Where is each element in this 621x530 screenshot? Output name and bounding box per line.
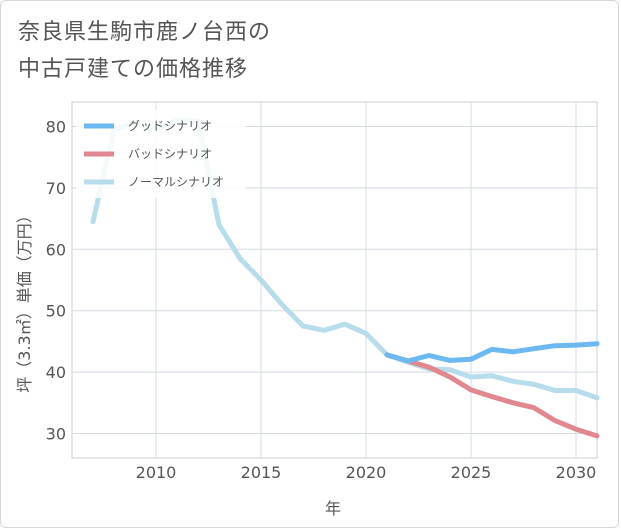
x-tick-label: 2030 [556,463,597,482]
x-tick-label: 2015 [241,463,282,482]
y-tick-labels: 30 40 50 60 70 80 [46,118,66,444]
title-line-1: 奈良県生駒市鹿ノ台西の [18,20,272,45]
chart-title: 奈良県生駒市鹿ノ台西の 中古戸建ての価格推移 [18,14,271,88]
y-tick-label: 50 [46,302,66,321]
grid-lines [72,102,597,458]
x-axis-title: 年 [325,499,341,518]
x-tick-labels: 2010 2015 2020 2025 2030 [136,463,597,482]
legend-label: バッドシナリオ [128,147,212,161]
y-tick-label: 80 [46,118,66,137]
y-tick-label: 30 [46,424,66,443]
y-tick-label: 70 [46,179,66,198]
x-tick-label: 2025 [451,463,492,482]
x-tick-label: 2020 [346,463,387,482]
series-line-0 [384,341,600,364]
y-tick-label: 60 [46,240,66,259]
legend-label: グッドシナリオ [128,119,212,133]
x-tick-label: 2010 [136,463,177,482]
y-axis-title: 坪（3.3㎡）単価（万円） [15,207,34,392]
title-line-2: 中古戸建ての価格推移 [18,57,249,82]
y-tick-label: 40 [46,363,66,382]
series-line-1 [384,352,600,439]
legend-label: ノーマルシナリオ [128,175,224,189]
